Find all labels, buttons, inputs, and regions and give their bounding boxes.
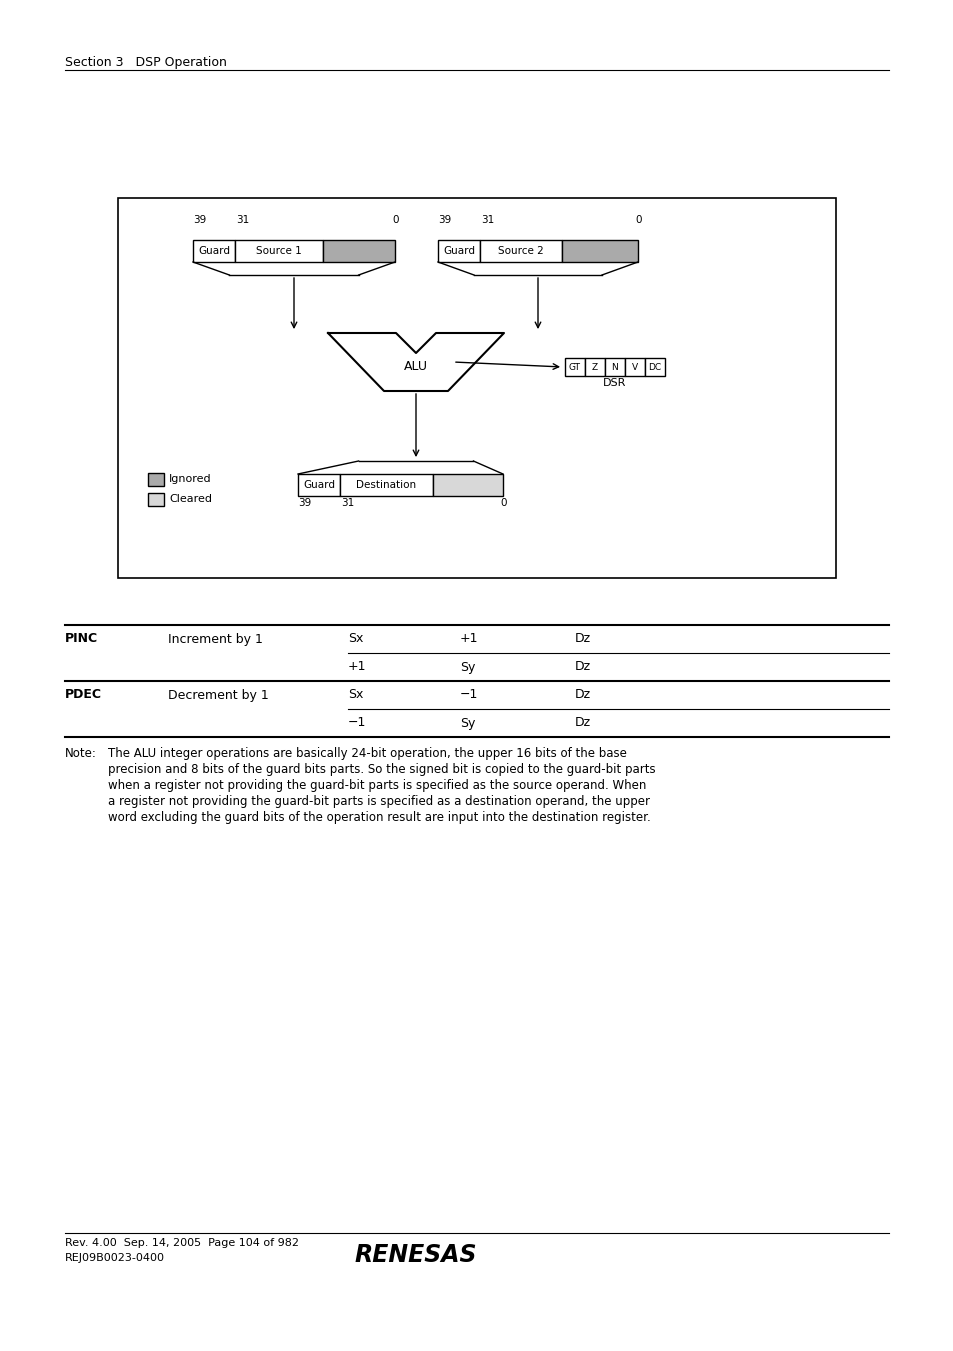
Text: Guard: Guard [442, 246, 475, 255]
Bar [479, 240, 561, 262]
Bar [604, 358, 624, 376]
Bar [234, 240, 323, 262]
Bar [437, 240, 479, 262]
Text: The ALU integer operations are basically 24-bit operation, the upper 16 bits of : The ALU integer operations are basically… [108, 747, 626, 761]
Text: Cleared: Cleared [169, 494, 212, 504]
Text: Rev. 4.00  Sep. 14, 2005  Page 104 of 982: Rev. 4.00 Sep. 14, 2005 Page 104 of 982 [65, 1238, 298, 1248]
Text: 39: 39 [437, 215, 451, 226]
Text: Section 3   DSP Operation: Section 3 DSP Operation [65, 55, 227, 69]
Bar [564, 358, 584, 376]
Text: 39: 39 [193, 215, 206, 226]
Text: Source 1: Source 1 [255, 246, 301, 255]
Bar [297, 474, 339, 496]
Text: precision and 8 bits of the guard bits parts. So the signed bit is copied to the: precision and 8 bits of the guard bits p… [108, 763, 655, 775]
Text: 31: 31 [340, 499, 354, 508]
Text: word excluding the guard bits of the operation result are input into the destina: word excluding the guard bits of the ope… [108, 811, 650, 824]
Text: −1: −1 [459, 689, 477, 701]
Text: Decrement by 1: Decrement by 1 [168, 689, 269, 701]
Text: Dz: Dz [575, 661, 591, 674]
Text: GT: GT [568, 362, 580, 372]
Text: Sy: Sy [459, 716, 475, 730]
Text: Dz: Dz [575, 632, 591, 646]
Text: a register not providing the guard-bit parts is specified as a destination opera: a register not providing the guard-bit p… [108, 794, 649, 808]
Bar [561, 240, 638, 262]
Text: Sx: Sx [348, 632, 363, 646]
Text: RENESAS: RENESAS [355, 1243, 477, 1267]
Text: Ignored: Ignored [169, 474, 212, 484]
Text: 0: 0 [635, 215, 640, 226]
Text: +1: +1 [459, 632, 478, 646]
Text: Guard: Guard [303, 480, 335, 490]
Text: Source 2: Source 2 [497, 246, 543, 255]
Text: 0: 0 [499, 499, 506, 508]
Bar [148, 473, 164, 486]
Bar [433, 474, 502, 496]
Text: Dz: Dz [575, 689, 591, 701]
Text: PINC: PINC [65, 632, 98, 646]
Text: Guard: Guard [198, 246, 230, 255]
Text: 39: 39 [297, 499, 311, 508]
Text: N: N [611, 362, 618, 372]
Bar [148, 493, 164, 507]
Text: −1: −1 [348, 716, 366, 730]
Text: REJ09B0023-0400: REJ09B0023-0400 [65, 1252, 165, 1263]
Text: +1: +1 [348, 661, 366, 674]
Text: when a register not providing the guard-bit parts is specified as the source ope: when a register not providing the guard-… [108, 780, 646, 792]
Text: Destination: Destination [356, 480, 416, 490]
Bar [193, 240, 234, 262]
Text: ALU: ALU [403, 361, 428, 373]
Text: 0: 0 [392, 215, 398, 226]
Text: 31: 31 [235, 215, 249, 226]
Text: PDEC: PDEC [65, 689, 102, 701]
Text: Note:: Note: [65, 747, 97, 761]
Bar [118, 199, 835, 578]
Bar [339, 474, 433, 496]
Polygon shape [328, 332, 503, 390]
Text: Sx: Sx [348, 689, 363, 701]
Text: 31: 31 [480, 215, 494, 226]
Text: DC: DC [648, 362, 660, 372]
Bar [323, 240, 395, 262]
Text: DSR: DSR [602, 378, 626, 388]
Text: Increment by 1: Increment by 1 [168, 632, 263, 646]
Bar [624, 358, 644, 376]
Text: Dz: Dz [575, 716, 591, 730]
Text: Z: Z [591, 362, 598, 372]
Text: Sy: Sy [459, 661, 475, 674]
Text: V: V [631, 362, 638, 372]
Bar [644, 358, 664, 376]
Bar [584, 358, 604, 376]
